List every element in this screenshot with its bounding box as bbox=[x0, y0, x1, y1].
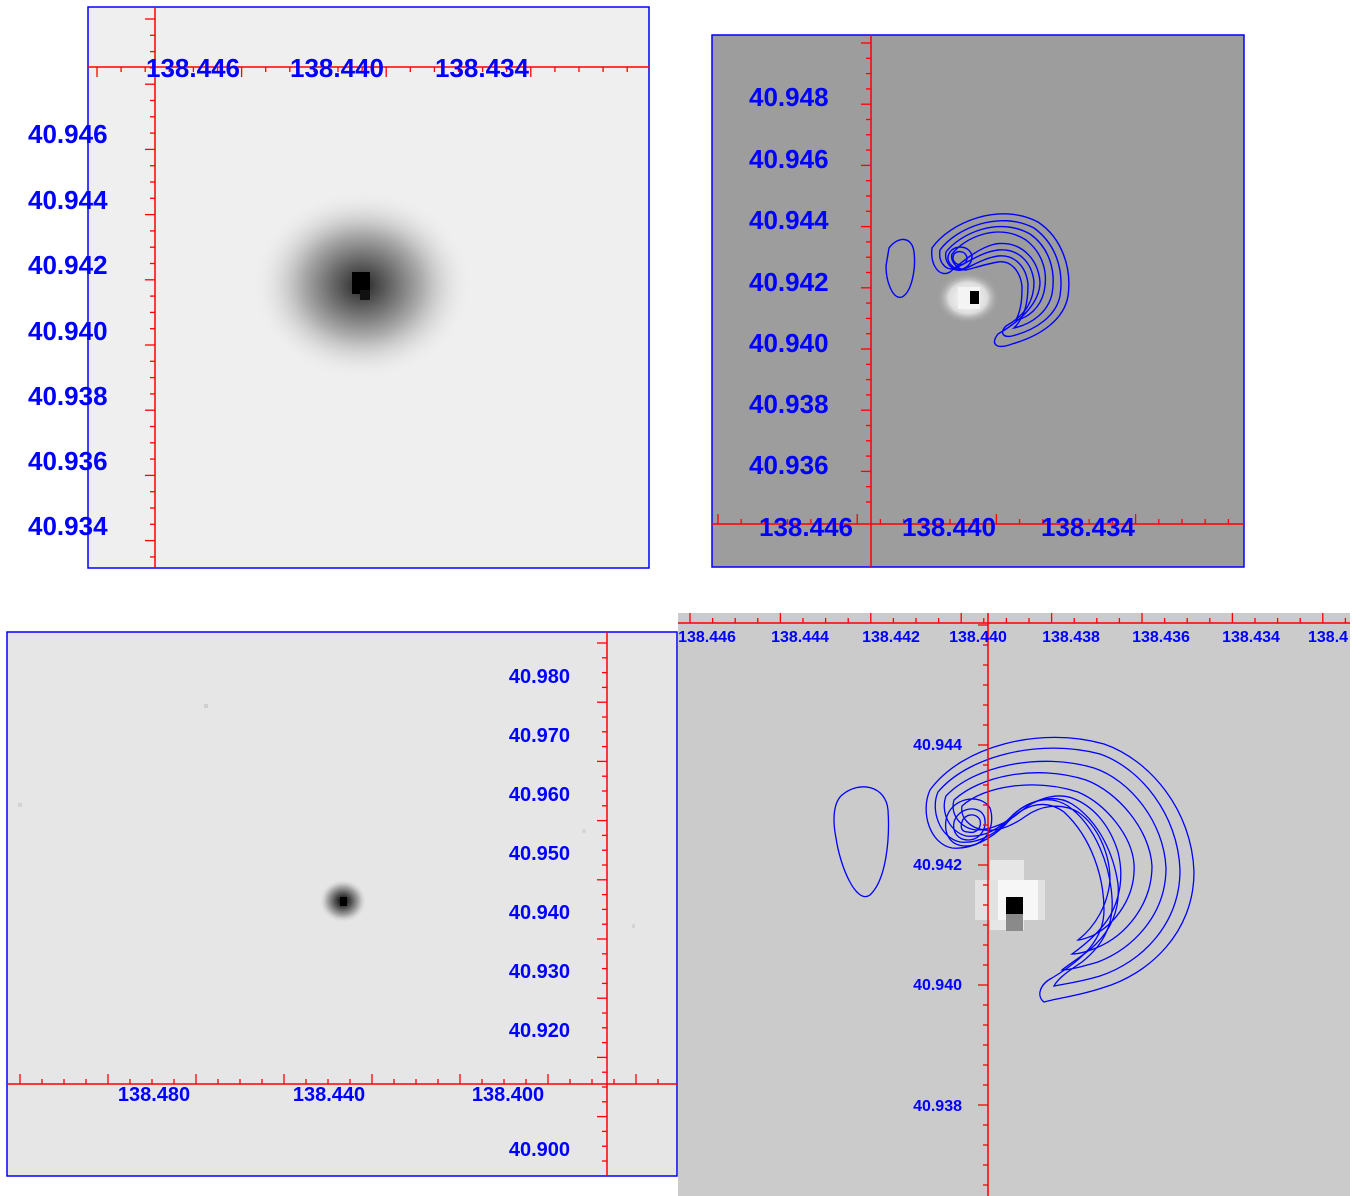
ra-tick-labels: 138.446 138.440 138.434 bbox=[146, 53, 530, 83]
panel-top-left: 138.446 138.440 138.434 40.946 40.944 40… bbox=[28, 6, 650, 569]
contour-inner-loop bbox=[944, 798, 993, 847]
ra-label: 138.446 bbox=[678, 629, 736, 646]
dec-label: 40.942 bbox=[749, 267, 829, 297]
ra-ticks bbox=[96, 67, 628, 77]
dec-label: 40.938 bbox=[749, 389, 829, 419]
panel-bottom-left: 138.480 138.440 138.400 40.980 40.970 40… bbox=[6, 631, 678, 1177]
dec-ticks bbox=[597, 642, 607, 1162]
residual-grey-pixel bbox=[1006, 914, 1023, 931]
dec-label: 40.942 bbox=[913, 857, 962, 874]
dec-label: 40.946 bbox=[749, 144, 829, 174]
dec-label: 40.970 bbox=[509, 725, 570, 747]
ra-tick-labels: 138.446 138.444 138.442 138.440 138.438 … bbox=[678, 629, 1348, 646]
ra-label: 138.400 bbox=[472, 1084, 544, 1106]
ra-label: 138.440 bbox=[902, 512, 996, 542]
ra-label: 138.440 bbox=[290, 53, 384, 83]
ra-ticks bbox=[717, 514, 1230, 524]
faint-source bbox=[204, 704, 208, 708]
source-core-extension bbox=[360, 290, 370, 300]
dec-label: 40.940 bbox=[749, 328, 829, 358]
dec-label: 40.940 bbox=[913, 977, 962, 994]
dec-tick-labels: 40.980 40.970 40.960 40.950 40.940 40.93… bbox=[509, 666, 570, 1161]
faint-source bbox=[18, 803, 22, 807]
residual-dark-core bbox=[1006, 897, 1023, 914]
dec-label: 40.944 bbox=[28, 185, 108, 215]
ra-label: 138.436 bbox=[1132, 629, 1190, 646]
dec-label: 40.938 bbox=[28, 381, 108, 411]
ra-tick-labels: 138.446 138.440 138.434 bbox=[759, 512, 1136, 542]
ra-label: 138.442 bbox=[862, 629, 920, 646]
ra-label: 138.480 bbox=[118, 1084, 190, 1106]
faint-source bbox=[582, 829, 586, 833]
ra-label: 138.446 bbox=[146, 53, 240, 83]
ra-ticks bbox=[19, 1074, 659, 1084]
ra-ticks bbox=[689, 613, 1347, 623]
dec-label: 40.950 bbox=[509, 843, 570, 865]
ra-label: 138.444 bbox=[771, 629, 829, 646]
contour-inner-loop bbox=[947, 246, 973, 270]
ra-label: 138.446 bbox=[759, 512, 853, 542]
dec-label: 40.936 bbox=[28, 446, 108, 476]
ra-label: 138.438 bbox=[1042, 629, 1100, 646]
contours bbox=[885, 213, 1070, 348]
dec-label: 40.980 bbox=[509, 666, 570, 688]
dec-label: 40.934 bbox=[28, 511, 108, 541]
dec-label: 40.942 bbox=[28, 250, 108, 280]
ra-label: 138.434 bbox=[1041, 512, 1136, 542]
dec-tick-labels: 40.948 40.946 40.944 40.942 40.940 40.93… bbox=[749, 82, 829, 480]
dec-label: 40.944 bbox=[749, 205, 829, 235]
dec-ticks bbox=[861, 42, 871, 503]
contours bbox=[833, 736, 1195, 1003]
dec-tick-labels: 40.944 40.942 40.940 40.938 bbox=[913, 737, 962, 1115]
dec-label: 40.900 bbox=[509, 1139, 570, 1161]
dec-ticks bbox=[145, 18, 155, 558]
contour-left bbox=[833, 786, 890, 898]
dec-label: 40.944 bbox=[913, 737, 962, 754]
ra-label: 138.440 bbox=[949, 629, 1007, 646]
faint-source bbox=[632, 924, 635, 928]
panel-top-right: 138.446 138.440 138.434 40.948 40.946 40… bbox=[711, 34, 1245, 568]
dec-label: 40.938 bbox=[913, 1098, 962, 1115]
dec-label: 40.920 bbox=[509, 1020, 570, 1042]
dec-label: 40.948 bbox=[749, 82, 829, 112]
contour-outer bbox=[931, 213, 1070, 348]
ra-label: 138.434 bbox=[435, 53, 530, 83]
dec-label: 40.936 bbox=[749, 450, 829, 480]
dec-label: 40.940 bbox=[509, 902, 570, 924]
dec-ticks bbox=[978, 624, 988, 1186]
dec-tick-labels: 40.946 40.944 40.942 40.940 40.938 40.93… bbox=[28, 119, 108, 541]
panel-bottom-right: 138.446 138.444 138.442 138.440 138.438 … bbox=[678, 613, 1350, 1196]
contour-outer bbox=[925, 736, 1195, 1003]
source-core bbox=[340, 897, 347, 906]
contour-left bbox=[885, 238, 916, 298]
dec-label: 40.946 bbox=[28, 119, 108, 149]
ra-label: 138.440 bbox=[293, 1084, 365, 1106]
ra-label: 138.434 bbox=[1222, 629, 1280, 646]
dec-label: 40.940 bbox=[28, 316, 108, 346]
ra-label: 138.4 bbox=[1308, 629, 1348, 646]
source-core bbox=[352, 272, 370, 294]
ra-tick-labels: 138.480 138.440 138.400 bbox=[118, 1084, 544, 1106]
dec-label: 40.960 bbox=[509, 784, 570, 806]
residual-dark-core bbox=[970, 291, 979, 304]
dec-label: 40.930 bbox=[509, 961, 570, 983]
